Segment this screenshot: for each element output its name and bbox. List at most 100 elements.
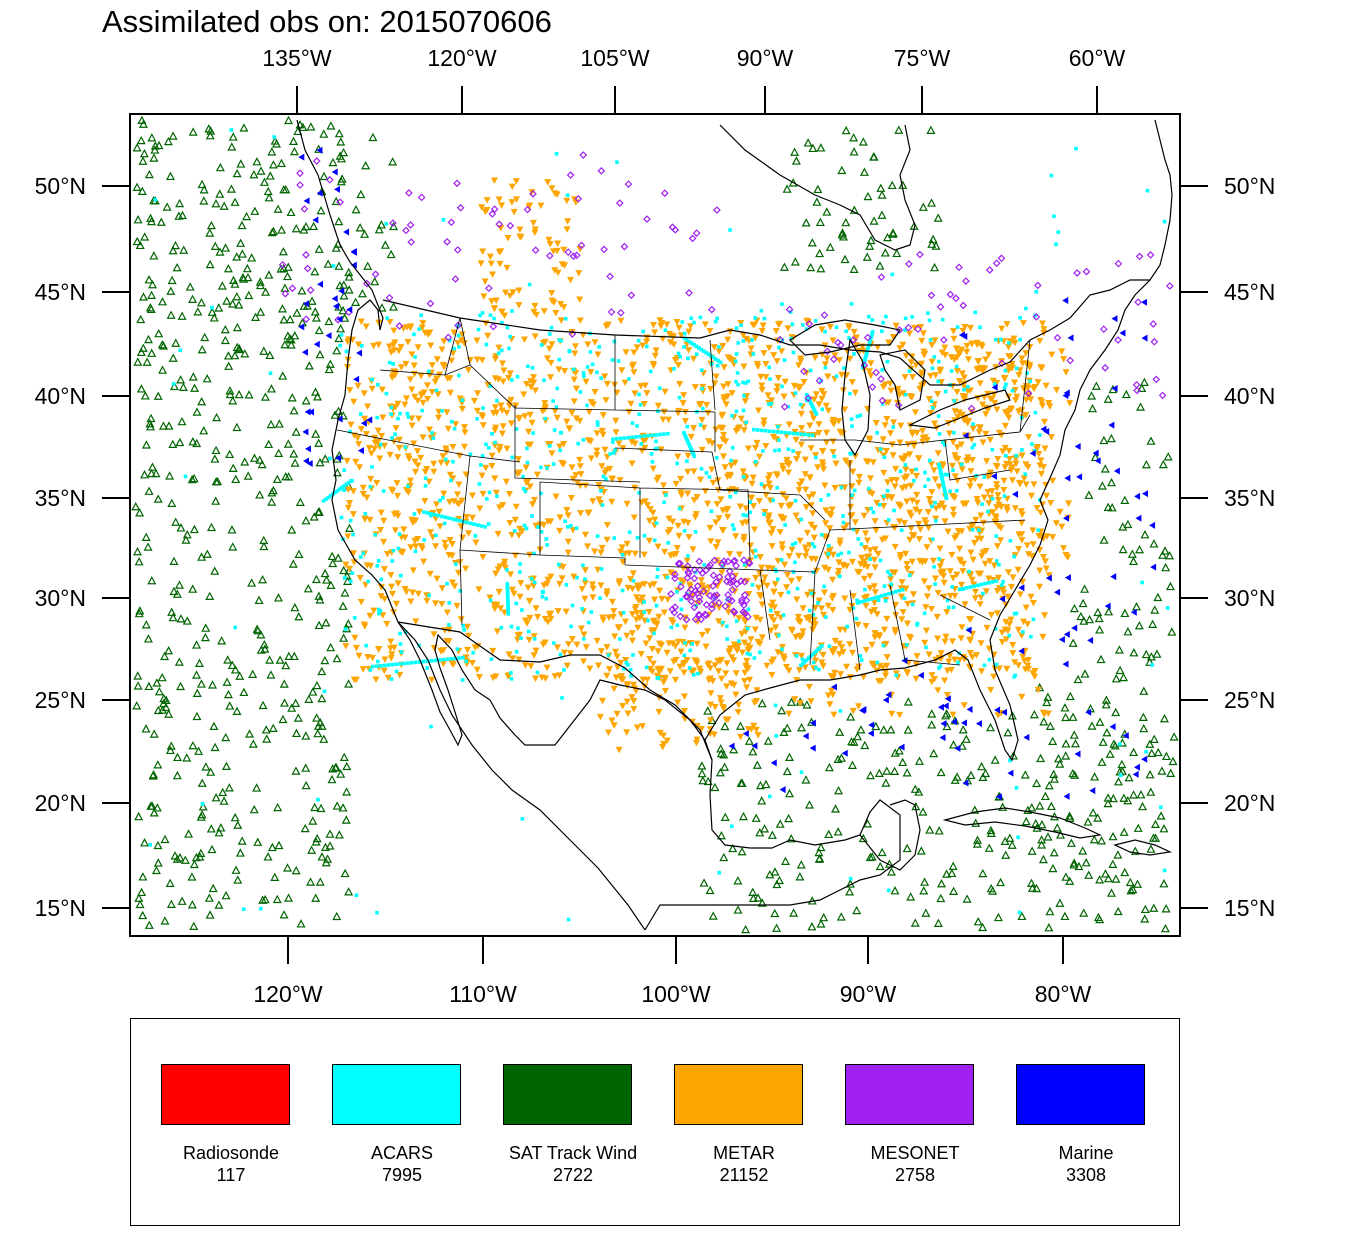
sat-track-wind-marker xyxy=(972,839,982,848)
metar-marker xyxy=(569,526,577,534)
sat-track-wind-marker xyxy=(266,384,276,393)
metar-marker xyxy=(1007,616,1015,624)
metar-marker xyxy=(680,669,688,677)
metar-marker xyxy=(907,482,915,490)
acars-marker xyxy=(1014,611,1019,616)
sat-track-wind-marker xyxy=(1105,749,1115,758)
sat-track-wind-marker xyxy=(314,620,324,630)
acars-marker xyxy=(390,436,394,440)
metar-marker xyxy=(979,439,987,446)
metar-marker xyxy=(874,550,882,558)
acars-marker xyxy=(479,524,484,528)
legend-label: METAR xyxy=(713,1143,775,1163)
metar-marker xyxy=(773,472,781,480)
metar-marker xyxy=(835,559,843,566)
metar-marker xyxy=(531,229,539,237)
metar-marker xyxy=(906,451,914,458)
sat-track-wind-marker xyxy=(309,221,319,231)
acars-marker xyxy=(473,534,478,538)
mesonet-marker xyxy=(363,279,371,288)
sat-track-wind-marker xyxy=(235,344,245,354)
metar-marker xyxy=(570,398,578,405)
sat-track-wind-marker xyxy=(264,439,274,449)
metar-marker xyxy=(509,655,517,662)
mesonet-marker xyxy=(724,557,732,566)
mesonet-marker xyxy=(579,151,588,159)
acars-marker xyxy=(691,452,696,457)
acars-marker xyxy=(775,485,779,490)
mesonet-marker xyxy=(395,322,404,330)
acars-marker xyxy=(450,517,455,521)
acars-marker xyxy=(811,406,816,411)
metar-marker xyxy=(759,579,767,587)
acars-marker xyxy=(677,395,682,400)
acars-marker xyxy=(880,594,884,598)
sat-track-wind-marker xyxy=(1027,846,1037,855)
acars-marker xyxy=(465,520,469,525)
metar-marker xyxy=(491,475,499,482)
acars-marker xyxy=(331,264,336,268)
acars-marker xyxy=(368,668,373,672)
sat-track-wind-marker xyxy=(258,700,268,710)
metar-marker xyxy=(384,674,392,682)
left-axis-label: 40°N xyxy=(35,383,86,409)
metar-marker xyxy=(785,421,793,428)
metar-marker xyxy=(913,429,921,437)
marine-marker xyxy=(1018,647,1025,655)
sat-track-wind-marker xyxy=(869,216,879,225)
marine-marker xyxy=(1134,492,1141,500)
acars-marker xyxy=(804,392,809,397)
acars-marker xyxy=(826,544,831,548)
metar-marker xyxy=(664,596,672,604)
sat-track-wind-marker xyxy=(763,736,773,745)
metar-marker xyxy=(884,479,892,486)
acars-marker xyxy=(631,653,635,657)
acars-marker xyxy=(396,546,401,551)
metar-marker xyxy=(732,428,740,435)
acars-marker xyxy=(394,669,399,674)
acars-marker xyxy=(339,515,344,520)
metar-marker xyxy=(406,376,414,383)
metar-marker xyxy=(753,687,761,694)
metar-marker xyxy=(392,600,400,608)
sat-track-wind-marker xyxy=(336,324,346,333)
mesonet-marker xyxy=(695,611,704,620)
metar-marker xyxy=(826,323,834,331)
metar-marker xyxy=(357,426,365,433)
sat-track-wind-marker xyxy=(267,227,277,237)
metar-marker xyxy=(491,305,499,313)
acars-marker xyxy=(745,626,750,631)
metar-marker xyxy=(796,619,804,626)
sat-track-wind-marker xyxy=(174,211,184,220)
acars-marker xyxy=(389,405,394,410)
metar-marker xyxy=(758,386,766,394)
metar-marker xyxy=(949,438,957,446)
acars-marker xyxy=(849,302,854,306)
metar-marker xyxy=(972,652,980,659)
acars-marker xyxy=(940,317,945,322)
metar-marker xyxy=(805,683,813,691)
metar-marker xyxy=(558,575,566,582)
metar-marker xyxy=(941,677,949,684)
metar-marker xyxy=(961,324,969,331)
metar-marker xyxy=(525,203,533,211)
metar-marker xyxy=(643,676,651,684)
acars-marker xyxy=(881,643,886,648)
sat-track-wind-marker xyxy=(1103,394,1113,403)
marine-marker xyxy=(1111,315,1118,323)
acars-marker xyxy=(457,656,461,660)
metar-marker xyxy=(424,395,432,403)
sat-track-wind-marker xyxy=(232,168,242,178)
acars-marker xyxy=(737,639,741,644)
sat-track-wind-marker xyxy=(169,586,179,596)
sat-track-wind-marker xyxy=(151,468,161,478)
mesonet-marker xyxy=(671,570,679,579)
acars-marker xyxy=(481,406,485,410)
metar-marker xyxy=(724,513,732,521)
metar-marker xyxy=(492,570,500,578)
metar-marker xyxy=(497,248,505,255)
acars-marker xyxy=(793,541,798,545)
metar-marker xyxy=(514,636,522,644)
metar-marker xyxy=(401,586,409,593)
mesonet-marker xyxy=(706,591,714,600)
